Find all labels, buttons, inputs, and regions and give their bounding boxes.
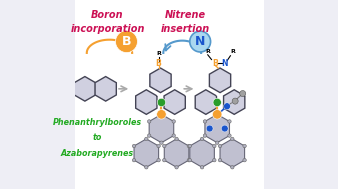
Circle shape xyxy=(216,141,219,144)
Circle shape xyxy=(163,144,166,148)
FancyBboxPatch shape xyxy=(71,0,267,189)
Circle shape xyxy=(132,144,136,148)
Text: N: N xyxy=(221,59,228,68)
Text: N: N xyxy=(195,35,206,48)
Circle shape xyxy=(231,166,234,169)
Circle shape xyxy=(175,166,178,169)
Polygon shape xyxy=(164,139,189,167)
Circle shape xyxy=(187,144,191,148)
Circle shape xyxy=(145,166,148,169)
Text: B: B xyxy=(156,59,162,68)
Circle shape xyxy=(172,134,175,137)
Circle shape xyxy=(228,134,231,137)
Circle shape xyxy=(188,158,192,162)
Circle shape xyxy=(145,137,148,141)
Text: incorporation: incorporation xyxy=(70,24,145,34)
Text: Boron: Boron xyxy=(91,10,124,20)
Circle shape xyxy=(203,120,207,123)
Circle shape xyxy=(172,120,175,123)
Circle shape xyxy=(175,137,178,141)
Circle shape xyxy=(157,98,166,107)
Circle shape xyxy=(187,158,191,162)
Circle shape xyxy=(218,144,222,148)
Circle shape xyxy=(228,120,231,123)
Text: B: B xyxy=(212,59,218,68)
Circle shape xyxy=(200,137,204,141)
Text: R: R xyxy=(231,50,236,54)
Circle shape xyxy=(157,144,160,148)
Polygon shape xyxy=(220,139,245,167)
Circle shape xyxy=(232,98,238,104)
Text: insertion: insertion xyxy=(161,24,210,34)
Circle shape xyxy=(147,134,151,137)
Polygon shape xyxy=(95,77,116,101)
Circle shape xyxy=(243,158,246,162)
Circle shape xyxy=(213,98,221,107)
Circle shape xyxy=(203,134,207,137)
Circle shape xyxy=(213,144,216,148)
Circle shape xyxy=(224,103,231,110)
Polygon shape xyxy=(149,114,174,143)
Text: B: B xyxy=(122,35,131,48)
Circle shape xyxy=(240,91,246,97)
Text: Nitrene: Nitrene xyxy=(165,10,206,20)
Circle shape xyxy=(188,144,192,148)
Polygon shape xyxy=(136,90,157,114)
Circle shape xyxy=(190,31,211,52)
Circle shape xyxy=(243,144,246,148)
Circle shape xyxy=(206,125,213,132)
Circle shape xyxy=(218,158,222,162)
Polygon shape xyxy=(134,139,159,167)
Polygon shape xyxy=(164,90,185,114)
Polygon shape xyxy=(74,77,96,101)
Circle shape xyxy=(132,158,136,162)
Polygon shape xyxy=(150,68,171,93)
Circle shape xyxy=(200,166,204,169)
Text: Azaborapyrenes: Azaborapyrenes xyxy=(61,149,134,158)
Circle shape xyxy=(216,113,219,116)
Polygon shape xyxy=(190,139,214,167)
Circle shape xyxy=(160,113,163,116)
Text: R: R xyxy=(205,50,210,54)
Circle shape xyxy=(157,110,166,119)
Polygon shape xyxy=(205,114,230,143)
Circle shape xyxy=(221,125,228,132)
Circle shape xyxy=(163,158,166,162)
Circle shape xyxy=(213,110,222,119)
Polygon shape xyxy=(223,90,245,114)
Circle shape xyxy=(157,158,160,162)
Circle shape xyxy=(231,137,234,141)
Text: to: to xyxy=(93,133,102,143)
Polygon shape xyxy=(195,90,217,114)
Circle shape xyxy=(116,31,138,53)
Text: Phenanthrylboroles: Phenanthrylboroles xyxy=(53,118,142,127)
Circle shape xyxy=(160,141,163,144)
Text: R: R xyxy=(156,51,161,56)
Circle shape xyxy=(213,158,216,162)
Circle shape xyxy=(147,120,151,123)
Polygon shape xyxy=(209,68,231,93)
